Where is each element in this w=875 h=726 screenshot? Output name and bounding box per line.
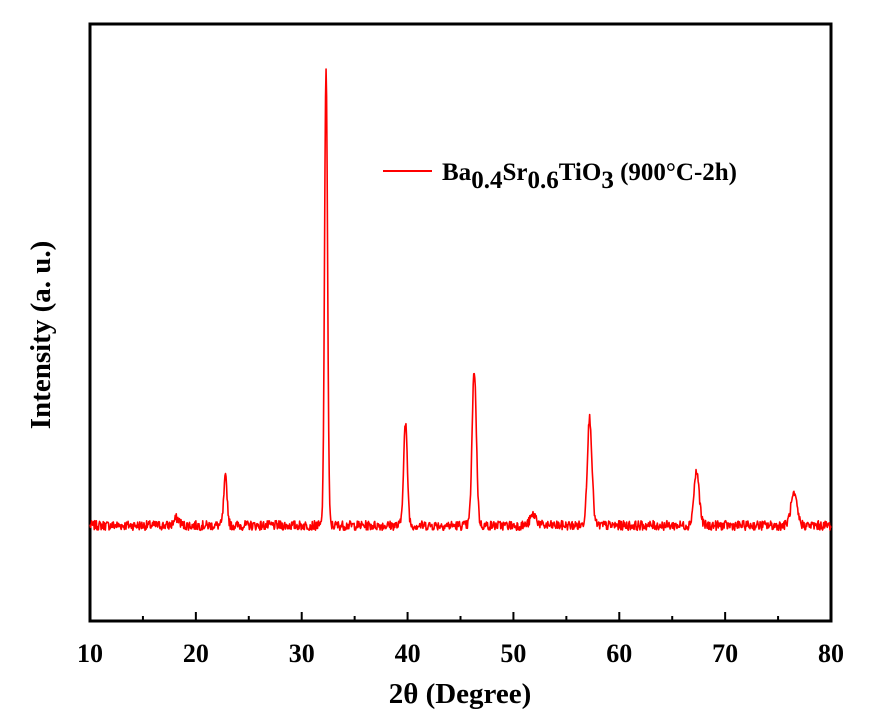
legend: Ba0.4Sr0.6TiO3 (900°C-2h) [383,159,737,194]
x-axis-label: 2θ (Degree) [389,678,532,710]
x-tick-label: 50 [500,639,526,668]
x-tick-label: 60 [606,639,632,668]
x-tick-label: 70 [712,639,738,668]
x-ticks [89,612,832,621]
y-axis-label: Intensity (a. u.) [25,241,57,430]
series-line [89,68,832,532]
plot-frame [88,22,833,623]
x-tick-label: 20 [183,639,209,668]
x-tick-label: 10 [77,639,103,668]
x-tick-label: 30 [289,639,315,668]
x-tick-label: 40 [395,639,421,668]
legend-label: Ba0.4Sr0.6TiO3 (900°C-2h) [442,159,737,194]
x-tick-labels: 10 20 30 40 50 60 70 80 [77,639,844,668]
x-tick-label: 80 [818,639,844,668]
